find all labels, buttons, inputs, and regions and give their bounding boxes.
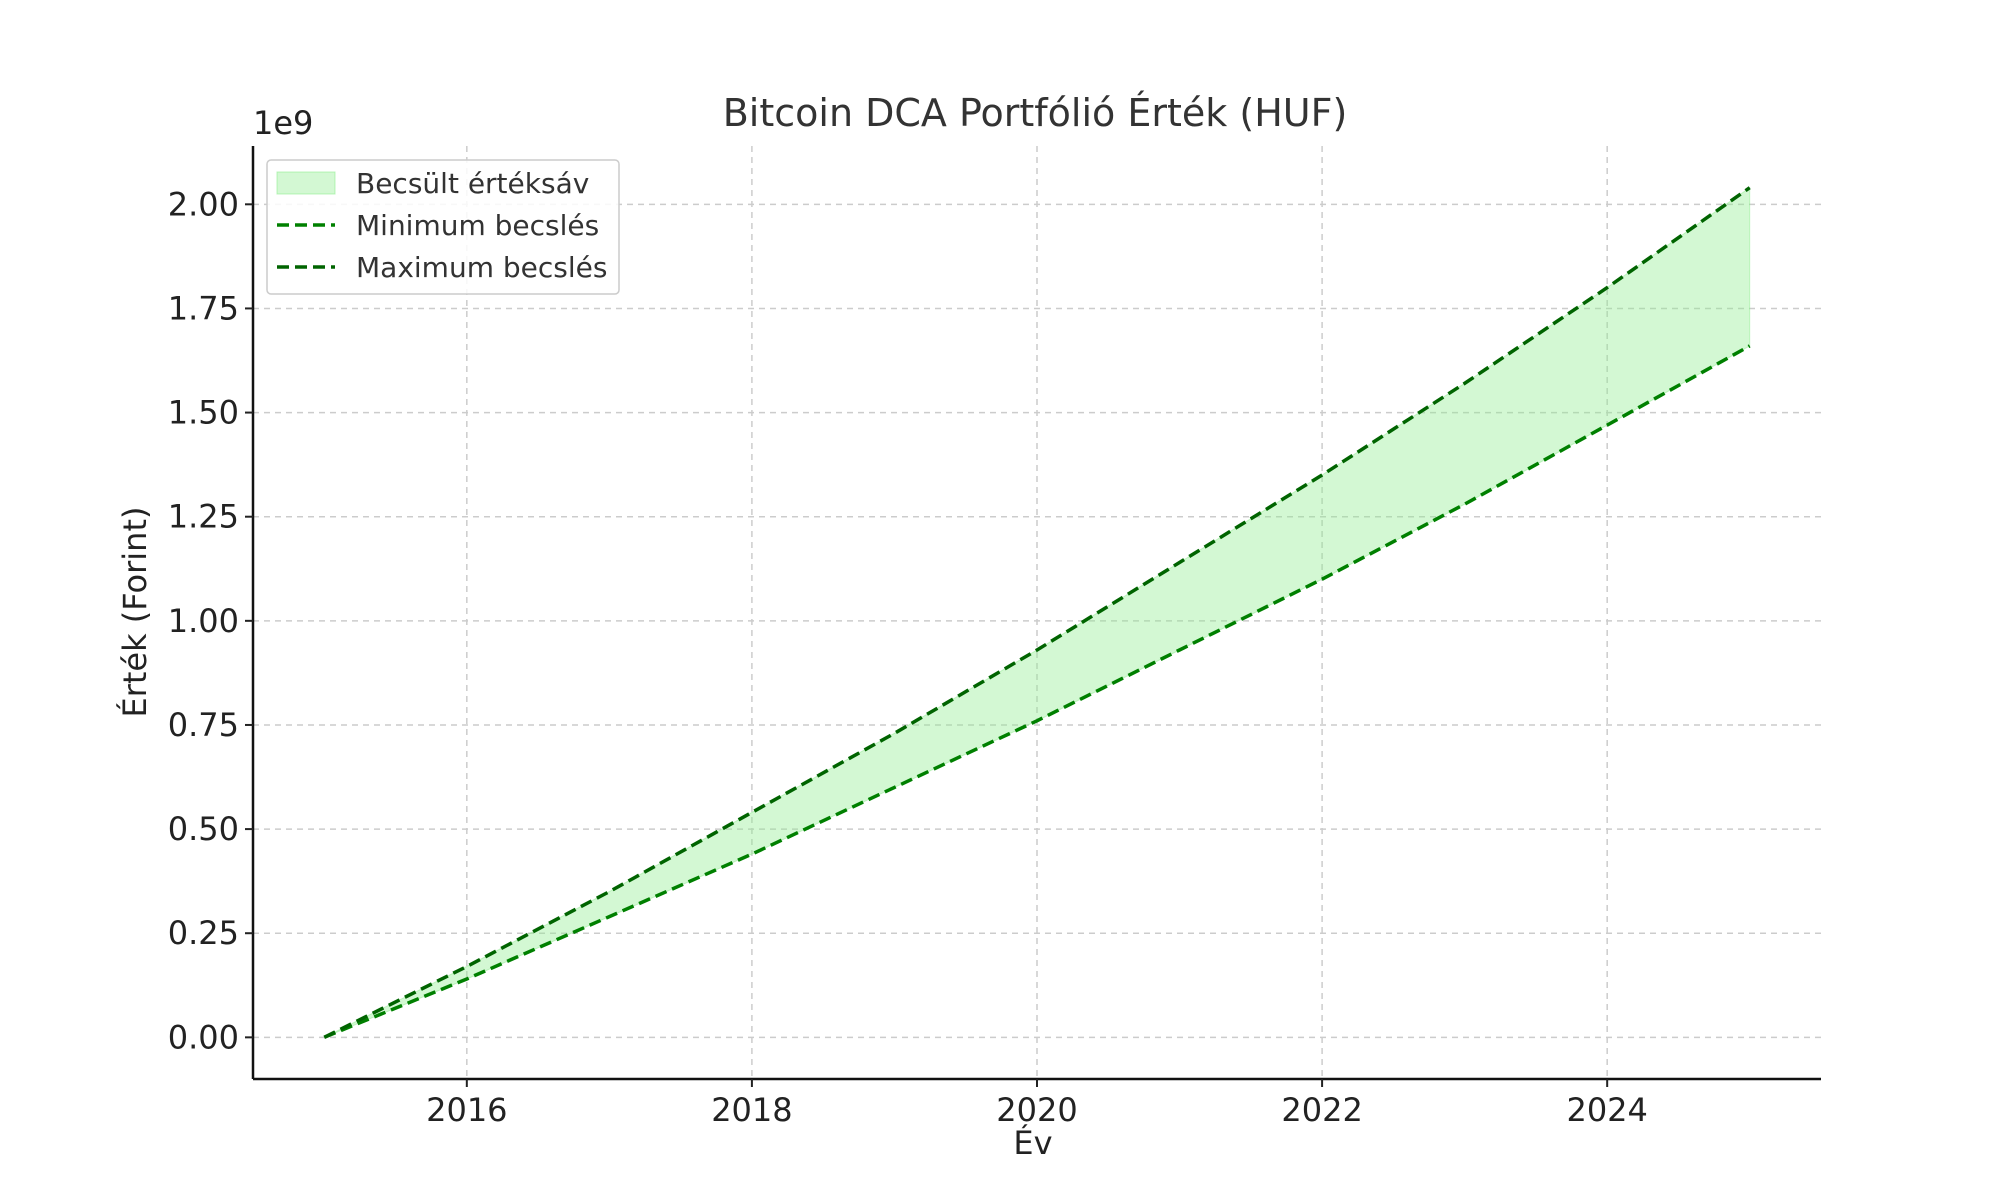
series-point-max bbox=[892, 731, 896, 735]
legend-label-band: Becsült értéksáv bbox=[356, 167, 589, 200]
series-point-min bbox=[1748, 344, 1752, 348]
series-point-min bbox=[1178, 648, 1182, 652]
x-tick-label: 2024 bbox=[1566, 1091, 1647, 1129]
x-tick-label: 2022 bbox=[1281, 1091, 1362, 1129]
y-axis-label: Érték (Forint) bbox=[116, 507, 154, 718]
y-tick-label: 2.00 bbox=[168, 185, 239, 223]
series-point-min bbox=[1463, 502, 1467, 506]
x-tick-label: 2018 bbox=[711, 1091, 792, 1129]
y-tick-label: 0.25 bbox=[168, 914, 239, 952]
y-tick-label: 0.75 bbox=[168, 706, 239, 744]
y-offset-text: 1e9 bbox=[253, 104, 313, 142]
legend-label-max: Maximum becslés bbox=[356, 251, 607, 284]
y-tick-label: 0.50 bbox=[168, 810, 239, 848]
series-point-min bbox=[607, 915, 611, 919]
series-point-max bbox=[1320, 473, 1324, 477]
series-point-min bbox=[892, 785, 896, 789]
series-point-max bbox=[1178, 561, 1182, 565]
x-tick-label: 2020 bbox=[996, 1091, 1077, 1129]
series-point-max bbox=[322, 1035, 326, 1039]
series-layer bbox=[322, 186, 1752, 1039]
legend-swatch-band bbox=[276, 171, 336, 195]
series-point-min bbox=[1605, 423, 1609, 427]
series-point-min bbox=[465, 977, 469, 981]
y-tick-label: 1.00 bbox=[168, 602, 239, 640]
x-axis-label: Év bbox=[1013, 1124, 1052, 1162]
series-point-min bbox=[1320, 577, 1324, 581]
ticks-layer: 2016 2018 2020 2022 2024 0.00 0.25 0.50 0.75 1.00… bbox=[168, 185, 1648, 1129]
series-point-max bbox=[750, 810, 754, 814]
y-tick-label: 1.75 bbox=[168, 289, 239, 327]
series-point-min bbox=[1035, 719, 1039, 723]
series-point-max bbox=[607, 890, 611, 894]
y-tick-label: 0.00 bbox=[168, 1018, 239, 1056]
series-point-max bbox=[1748, 186, 1752, 190]
legend-frame bbox=[266, 159, 620, 295]
chart-title: Bitcoin DCA Portfólió Érték (HUF) bbox=[723, 91, 1348, 135]
series-point-max bbox=[1035, 648, 1039, 652]
legend-label-min: Minimum becslés bbox=[356, 209, 599, 242]
legend: Becsült értéksáv Minimum becslés Maximum… bbox=[266, 159, 620, 295]
y-tick-label: 1.25 bbox=[168, 498, 239, 536]
series-point-max bbox=[465, 965, 469, 969]
series-line-min bbox=[323, 344, 1751, 1039]
series-point-min bbox=[750, 852, 754, 856]
series-line-max bbox=[323, 186, 1751, 1039]
x-tick-label: 2016 bbox=[426, 1091, 507, 1129]
y-tick-label: 1.50 bbox=[168, 394, 239, 432]
grid-layer bbox=[253, 146, 1821, 1079]
series-point-max bbox=[1605, 286, 1609, 290]
series-point-max bbox=[1463, 381, 1467, 385]
